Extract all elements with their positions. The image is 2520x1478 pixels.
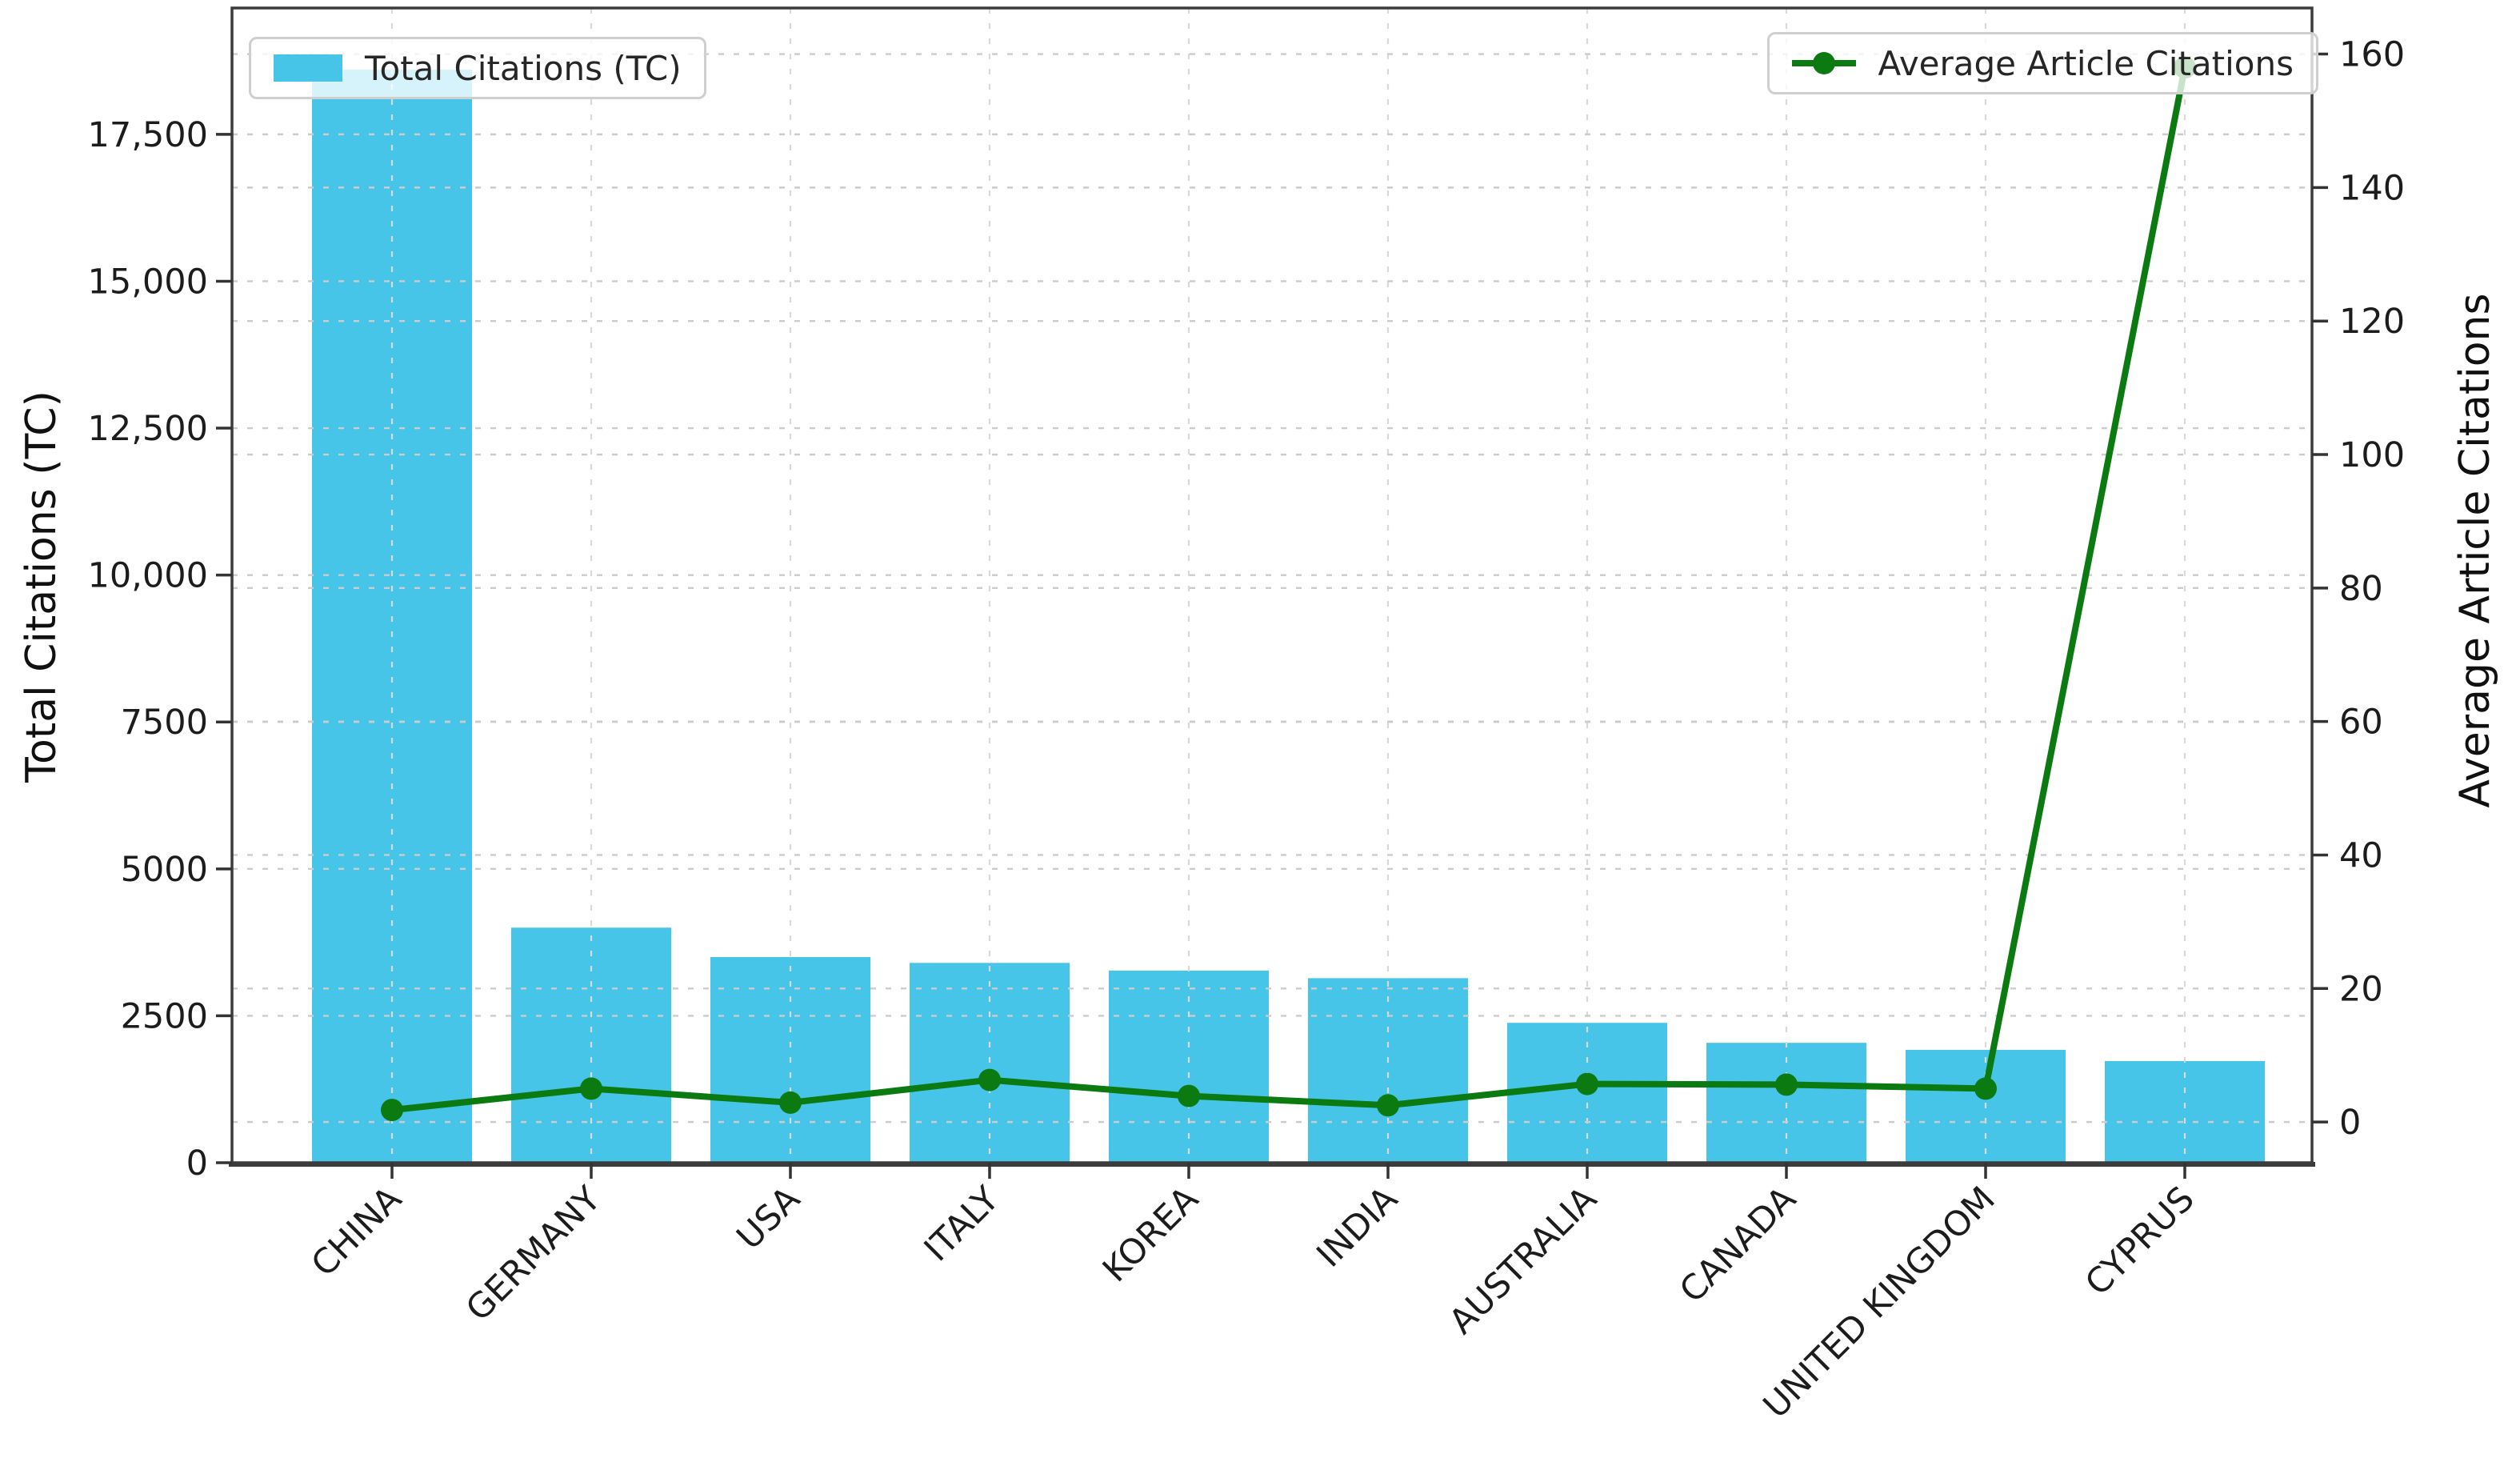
x-tick-label-cyprus: CYPRUS <box>2078 1179 2202 1304</box>
x-tick-label-italy: ITALY <box>917 1179 1007 1269</box>
line-point-korea <box>1178 1084 1200 1107</box>
x-tick-label-india: INDIA <box>1310 1179 1406 1276</box>
legend-total-citations-label: Total Citations (TC) <box>365 48 682 88</box>
right-tick-label: 80 <box>2339 569 2383 609</box>
x-tick-label-australia: AUSTRALIA <box>1442 1179 1605 1342</box>
left-tick-label: 5000 <box>121 850 208 890</box>
left-tick-label: 7500 <box>121 703 208 743</box>
x-tick-label-usa: USA <box>730 1179 809 1258</box>
right-tick-label: 20 <box>2339 969 2383 1009</box>
left-tick-label: 17,500 <box>88 115 208 155</box>
line-marker-icon <box>1791 50 1856 77</box>
left-tick-label: 0 <box>186 1144 208 1184</box>
x-tick-label-canada: CANADA <box>1672 1179 1804 1311</box>
line-point-usa <box>779 1091 802 1114</box>
x-tick-label-germany: GERMANY <box>458 1179 609 1329</box>
right-tick-label: 120 <box>2339 302 2405 342</box>
line-point-australia <box>1576 1072 1598 1095</box>
left-tick-label: 12,500 <box>88 409 208 449</box>
bar-india <box>1308 978 1468 1163</box>
right-tick-label: 160 <box>2339 35 2405 75</box>
right-tick-label: 60 <box>2339 703 2383 743</box>
x-tick-label-korea: KOREA <box>1095 1179 1206 1290</box>
bar-swatch-icon <box>274 54 342 82</box>
left-tick-label: 10,000 <box>88 556 208 596</box>
line-dot-icon <box>1812 52 1835 74</box>
right-axis-title: Average Article Citations <box>2451 293 2499 808</box>
right-tick-label: 140 <box>2339 168 2405 208</box>
x-tick-label-china: CHINA <box>304 1179 410 1284</box>
line-point-canada <box>1775 1073 1798 1096</box>
bar-italy <box>910 963 1070 1163</box>
average-citations-line <box>389 64 2188 1114</box>
left-tick-label: 2500 <box>121 996 208 1036</box>
line-point-germany <box>580 1077 602 1100</box>
bar-korea <box>1109 970 1269 1163</box>
right-tick-label: 0 <box>2339 1103 2361 1143</box>
left-axis-title: Total Citations (TC) <box>18 391 66 783</box>
legend-average-article-citations: Average Article Citations <box>1766 32 2318 94</box>
left-tick-label: 15,000 <box>88 262 208 302</box>
right-tick-label: 40 <box>2339 835 2383 875</box>
line-point-china <box>381 1099 403 1122</box>
line-point-united-kingdom <box>1974 1077 1997 1100</box>
line-point-italy <box>978 1068 1001 1091</box>
legend-average-article-citations-label: Average Article Citations <box>1878 43 2294 83</box>
right-tick-label: 100 <box>2339 435 2405 475</box>
legend-total-citations: Total Citations (TC) <box>249 37 706 99</box>
line-point-india <box>1377 1094 1399 1117</box>
bar-cyprus <box>2105 1060 2265 1163</box>
